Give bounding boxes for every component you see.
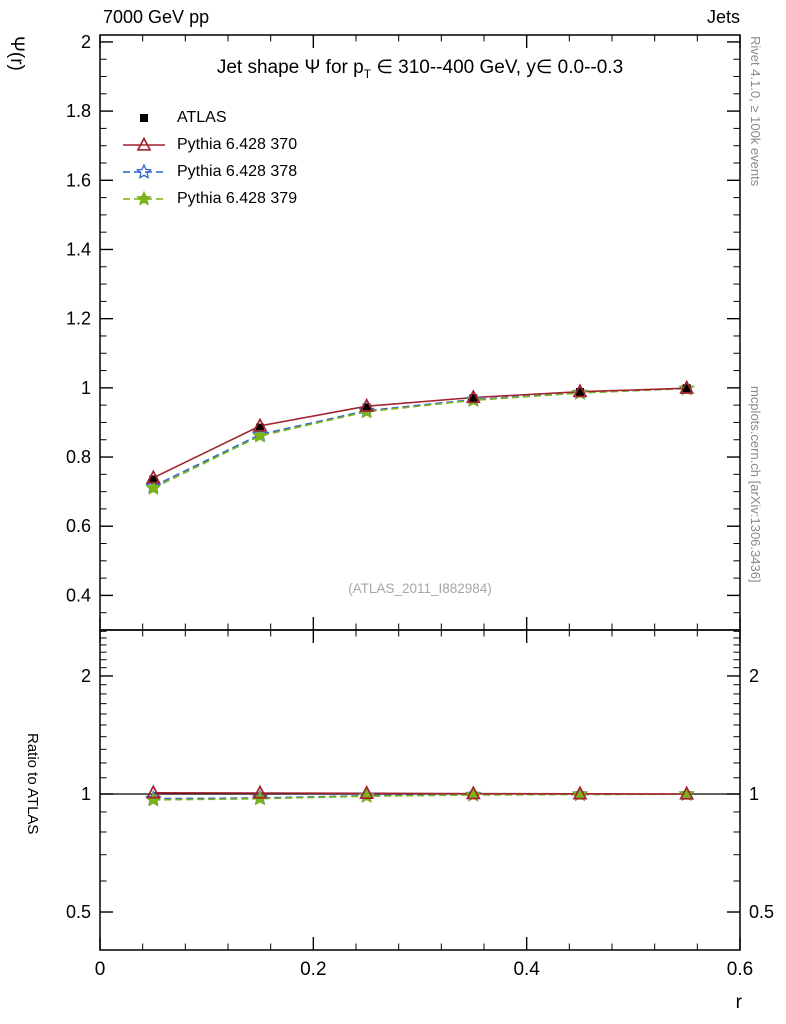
main-y-tick-label: 1 [81, 378, 91, 398]
x-axis-title: r [735, 992, 742, 1013]
main-y-tick-label: 1.6 [66, 170, 91, 190]
ratio-y-axis-title: Ratio to ATLAS [24, 733, 41, 835]
axes: 0.4 0.6 0.8 1 1.2 1.4 1.6 1.8 2 0.5 0.5 1 1 2 2 0 0.2 0.4… [66, 32, 774, 980]
ratio-y-tick-label-left: 0.5 [66, 902, 91, 922]
ratio-y-tick-label-left: 1 [81, 784, 91, 804]
plot-title-pre: Jet shape Ψ for p [216, 57, 364, 78]
main-y-tick-label: 1.8 [66, 101, 91, 121]
pythia-370-marker-icon [121, 136, 167, 154]
points-pythia-6-428-379 [145, 380, 695, 495]
atlas-marker-icon [121, 109, 167, 127]
points-pythia-6-428-370 [145, 379, 695, 484]
mcplots-credit-label: mcplots.cern.ch [arXiv:1306.3436] [748, 386, 763, 583]
legend-marker-pythia-6-428-378-icon [123, 162, 165, 179]
legend-label: ATLAS [177, 108, 227, 126]
ratio-y-tick-label-right: 0.5 [749, 902, 774, 922]
legend-item-atlas: ATLAS [121, 104, 297, 131]
x-tick-label: 0 [95, 959, 106, 980]
plot-title: Jet shape Ψ for pT ∈ 310--400 GeV, y∈ 0.… [100, 56, 740, 81]
main-y-tick-label: 1.4 [66, 239, 91, 259]
pythia-378-marker-icon [121, 162, 167, 181]
main-y-tick-label: 0.4 [66, 585, 91, 605]
legend-label: Pythia 6.428 378 [177, 162, 298, 180]
main-series [145, 379, 695, 495]
main-y-tick-label: 1.2 [66, 309, 91, 329]
ratio-y-tick-label-left: 2 [81, 666, 91, 686]
observable-group-label: Jets [706, 7, 740, 27]
analysis-id-watermark: (ATLAS_2011_I882984) [348, 581, 492, 596]
main-y-axis-title: Ψ(r) [6, 36, 27, 71]
legend-item-pythia-370: Pythia 6.428 370 [121, 131, 297, 158]
x-tick-label: 0.4 [513, 959, 540, 980]
x-tick-label: 0.2 [300, 959, 326, 980]
legend-marker-pythia-6-428-370-icon [123, 136, 165, 151]
line-pythia-6-428-379 [152, 387, 687, 489]
line-pythia-6-428-378 [152, 387, 687, 488]
line-pythia-6-428-370 [152, 387, 687, 479]
points-atlas [149, 384, 691, 484]
x-tick-label: 0.6 [727, 959, 753, 980]
ratio-points-pythia-6-428-370 [145, 784, 695, 800]
rivet-version-label: Rivet 4.1.0, ≥ 100k events [748, 36, 763, 187]
main-y-tick-label: 2 [81, 32, 91, 52]
ratio-line-pythia-6-428-379 [153, 793, 687, 801]
pythia-379-marker-icon [121, 190, 167, 208]
points-pythia-6-428-378 [145, 379, 695, 494]
legend: ATLAS Pythia 6.428 370 Pythia 6.428 378 … [121, 104, 297, 212]
ratio-y-tick-label-right: 1 [749, 784, 759, 804]
legend-marker-atlas-icon [140, 113, 148, 122]
plot-title-subscript: T [363, 66, 372, 81]
ratio-line-pythia-6-428-370 [153, 791, 687, 795]
beam-energy-label: 7000 GeV pp [103, 7, 210, 27]
ratio-y-tick-label-right: 2 [749, 666, 759, 686]
main-y-tick-label: 0.8 [66, 447, 91, 467]
plot-title-post: ∈ 310--400 GeV, y∈ 0.0--0.3 [371, 57, 624, 78]
legend-marker-pythia-6-428-379-icon [123, 190, 165, 206]
legend-label: Pythia 6.428 379 [177, 189, 298, 207]
main-y-tick-label: 0.6 [66, 516, 91, 536]
ratio-panel-frame [99, 629, 741, 951]
legend-label: Pythia 6.428 370 [177, 135, 298, 153]
ratio-series [100, 784, 740, 807]
legend-item-pythia-379: Pythia 6.428 379 [121, 185, 297, 212]
legend-item-pythia-378: Pythia 6.428 378 [121, 158, 297, 185]
